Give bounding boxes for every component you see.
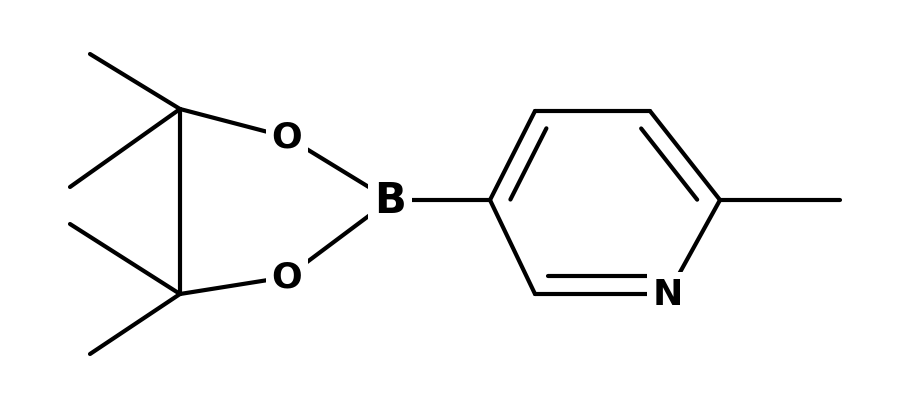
Text: B: B [374,180,406,221]
Text: O: O [272,121,303,155]
Text: O: O [272,260,303,294]
Text: N: N [653,277,683,311]
